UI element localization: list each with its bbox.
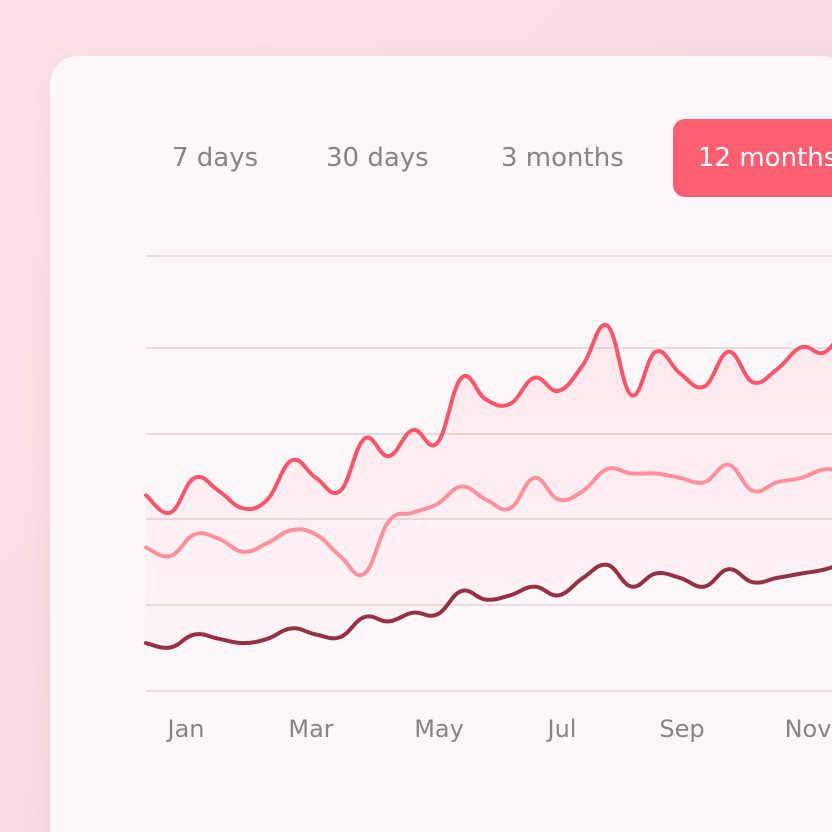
series-lines xyxy=(144,322,832,650)
series-line-top xyxy=(144,322,832,515)
x-tick-label: Nov xyxy=(785,715,832,743)
line-chart: Jan Mar May Jul Sep Nov xyxy=(144,255,832,743)
x-tick-label: Jul xyxy=(546,715,577,743)
chart-card: 7 days 30 days 3 months 12 months Jan Mar… xyxy=(50,56,832,832)
series-line-middle xyxy=(144,462,832,578)
x-tick-label: Mar xyxy=(288,715,333,743)
x-tick-label: Jan xyxy=(166,715,205,743)
tab-12-months[interactable]: 12 months xyxy=(673,119,832,197)
time-range-tabs: 7 days 30 days 3 months 12 months xyxy=(50,56,832,256)
tab-30-days[interactable]: 30 days xyxy=(326,143,429,173)
x-tick-label: May xyxy=(414,715,464,743)
tab-7-days[interactable]: 7 days xyxy=(172,143,259,173)
area-fill xyxy=(146,324,832,648)
series-line-bottom xyxy=(144,562,832,650)
tab-3-months[interactable]: 3 months xyxy=(501,143,624,173)
x-axis-ticks: Jan Mar May Jul Sep Nov xyxy=(166,715,832,743)
x-tick-label: Sep xyxy=(659,715,704,743)
